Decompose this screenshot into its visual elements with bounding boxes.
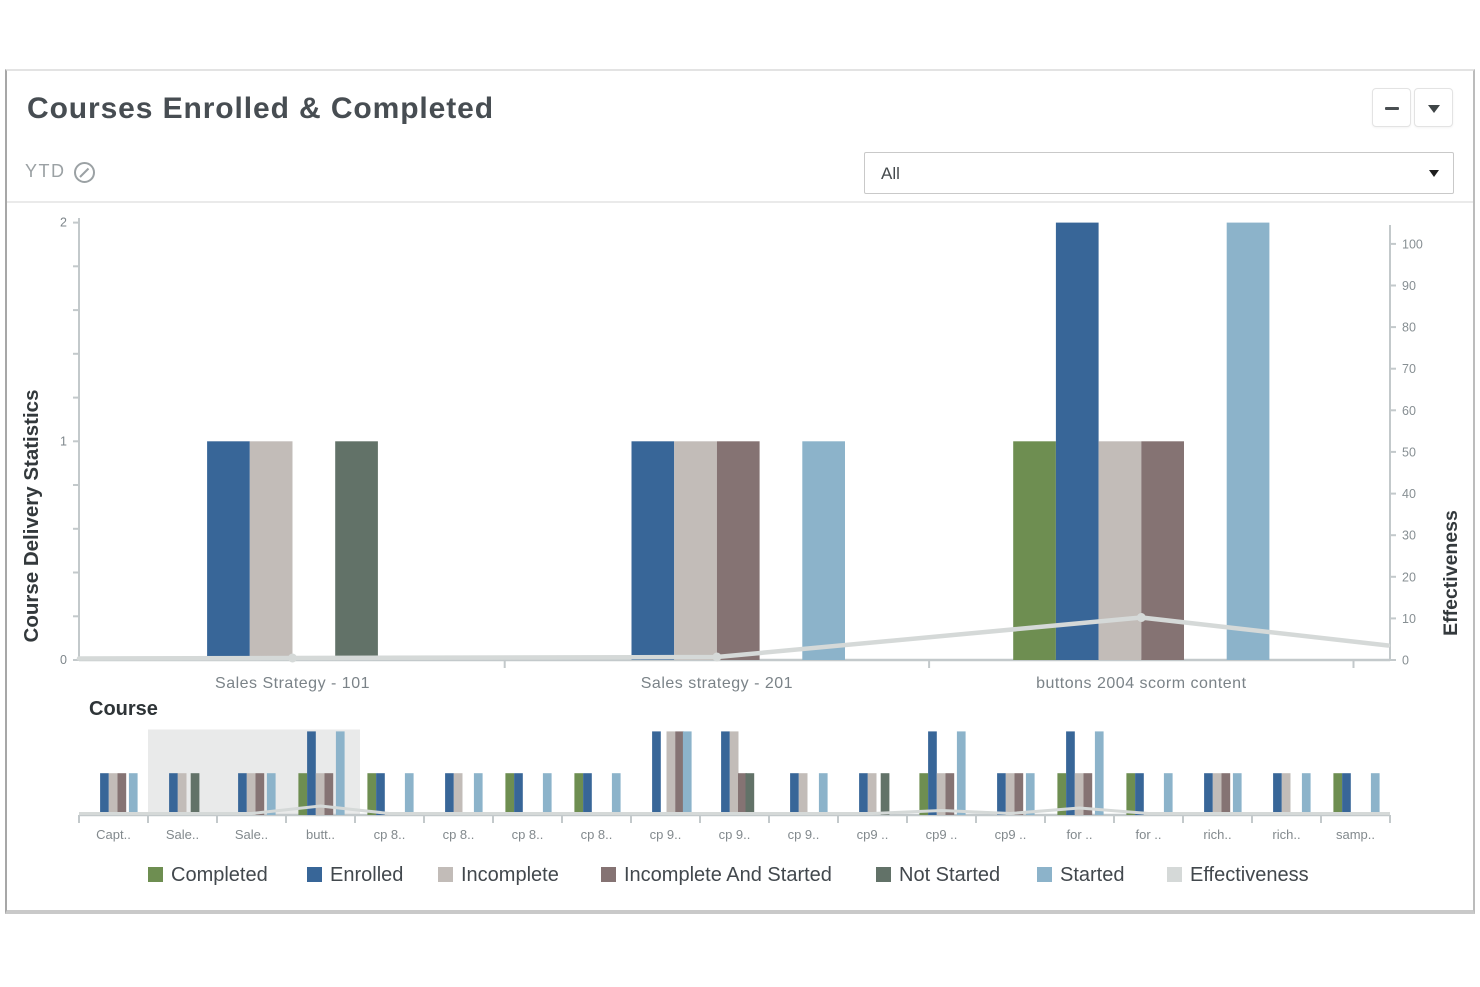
svg-text:1: 1: [60, 434, 67, 448]
svg-text:samp..: samp..: [1336, 827, 1375, 842]
svg-text:60: 60: [1402, 404, 1416, 418]
svg-text:Sale..: Sale..: [166, 827, 199, 842]
svg-text:cp 9..: cp 9..: [650, 827, 682, 842]
svg-text:for ..: for ..: [1066, 827, 1092, 842]
svg-text:50: 50: [1402, 445, 1416, 459]
svg-text:butt..: butt..: [306, 827, 335, 842]
svg-text:Sale..: Sale..: [235, 827, 268, 842]
svg-text:buttons 2004 scorm content: buttons 2004 scorm content: [1036, 675, 1247, 692]
svg-text:Course: Course: [89, 698, 158, 720]
svg-text:cp 8..: cp 8..: [512, 827, 544, 842]
svg-text:cp 8..: cp 8..: [443, 827, 475, 842]
svg-text:40: 40: [1402, 487, 1416, 501]
svg-text:for ..: for ..: [1135, 827, 1161, 842]
svg-text:80: 80: [1402, 321, 1416, 335]
svg-text:cp 9..: cp 9..: [788, 827, 820, 842]
svg-text:cp9 ..: cp9 ..: [995, 827, 1027, 842]
svg-text:Course Delivery Statistics: Course Delivery Statistics: [20, 390, 43, 643]
svg-text:cp 8..: cp 8..: [374, 827, 406, 842]
svg-text:cp9 ..: cp9 ..: [857, 827, 889, 842]
svg-text:70: 70: [1402, 362, 1416, 376]
svg-text:Sales strategy - 201: Sales strategy - 201: [641, 675, 793, 692]
svg-text:90: 90: [1402, 279, 1416, 293]
svg-text:cp 8..: cp 8..: [581, 827, 613, 842]
svg-text:10: 10: [1402, 612, 1416, 626]
svg-text:rich..: rich..: [1272, 827, 1300, 842]
svg-text:20: 20: [1402, 570, 1416, 584]
svg-text:cp9 ..: cp9 ..: [926, 827, 958, 842]
svg-text:0: 0: [60, 653, 67, 667]
svg-text:100: 100: [1402, 237, 1423, 251]
svg-text:Sales Strategy - 101: Sales Strategy - 101: [215, 675, 370, 692]
svg-text:Effectiveness: Effectiveness: [1440, 510, 1462, 636]
svg-text:0: 0: [1402, 654, 1409, 668]
svg-text:rich..: rich..: [1203, 827, 1231, 842]
svg-text:2: 2: [60, 216, 67, 230]
svg-text:cp 9..: cp 9..: [719, 827, 751, 842]
svg-text:30: 30: [1402, 529, 1416, 543]
svg-text:Capt..: Capt..: [96, 827, 131, 842]
